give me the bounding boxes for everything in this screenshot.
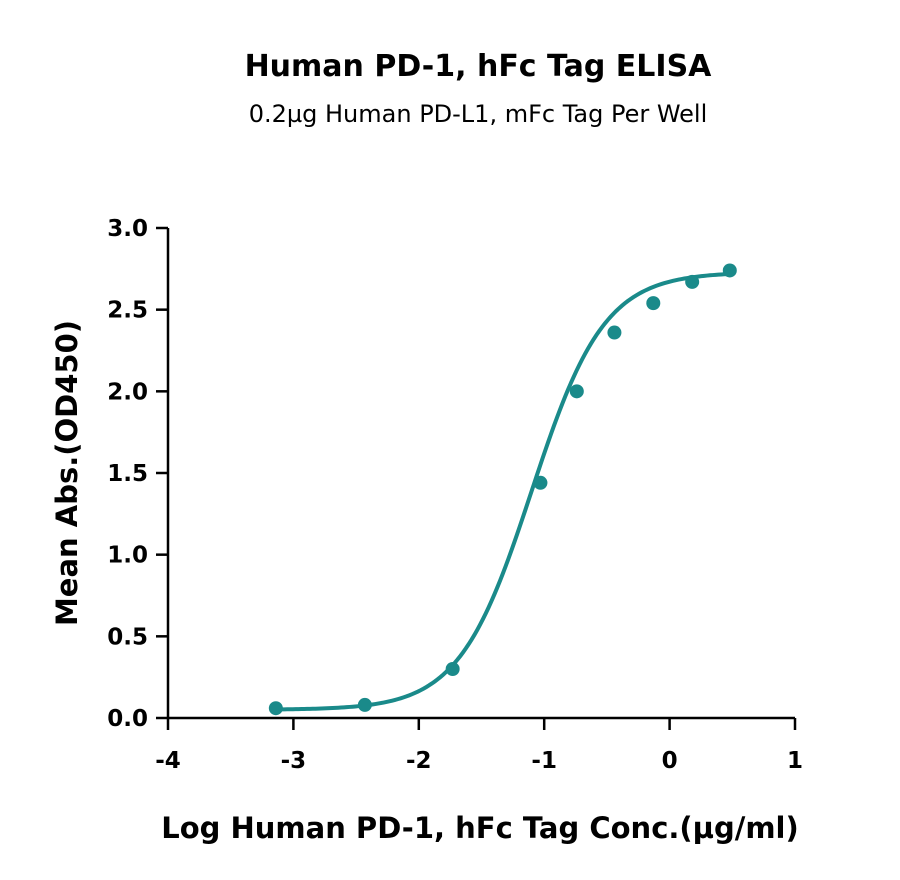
- x-tick-label: 1: [787, 748, 803, 774]
- y-tick-label: 2.5: [107, 298, 148, 324]
- data-point: [268, 701, 283, 716]
- y-tick-label: 2.0: [107, 379, 148, 405]
- y-tick-label: 1.5: [107, 461, 148, 487]
- x-tick-label: -2: [406, 748, 432, 774]
- y-tick-label: 0.0: [107, 706, 148, 732]
- x-tick-label: -3: [281, 748, 307, 774]
- x-tick-label: -4: [155, 748, 181, 774]
- chart-subtitle: 0.2µg Human PD-L1, mFc Tag Per Well: [249, 100, 708, 128]
- data-point: [533, 475, 548, 490]
- data-point: [685, 274, 700, 289]
- chart-title: Human PD-1, hFc Tag ELISA: [245, 49, 713, 84]
- x-tick-label: -1: [531, 748, 557, 774]
- x-axis: -4 -3 -2 -1 0 1: [155, 716, 803, 774]
- fit-curve: [275, 271, 730, 712]
- y-tick-label: 3.0: [107, 216, 148, 242]
- y-axis-label: Mean Abs.(OD450): [50, 320, 84, 626]
- data-point: [569, 384, 584, 399]
- y-axis: 0.0 0.5 1.0 1.5 2.0 2.5 3.0: [107, 216, 170, 732]
- data-point: [445, 662, 460, 676]
- data-points: [268, 263, 737, 716]
- x-axis-label: Log Human PD-1, hFc Tag Conc.(µg/ml): [161, 811, 799, 845]
- y-tick-label: 0.5: [107, 624, 148, 650]
- x-tick-label: 0: [662, 748, 678, 774]
- data-point: [722, 263, 737, 278]
- y-tick-label: 1.0: [107, 543, 148, 569]
- data-point: [607, 325, 622, 340]
- data-point: [357, 697, 372, 712]
- data-point: [646, 296, 661, 311]
